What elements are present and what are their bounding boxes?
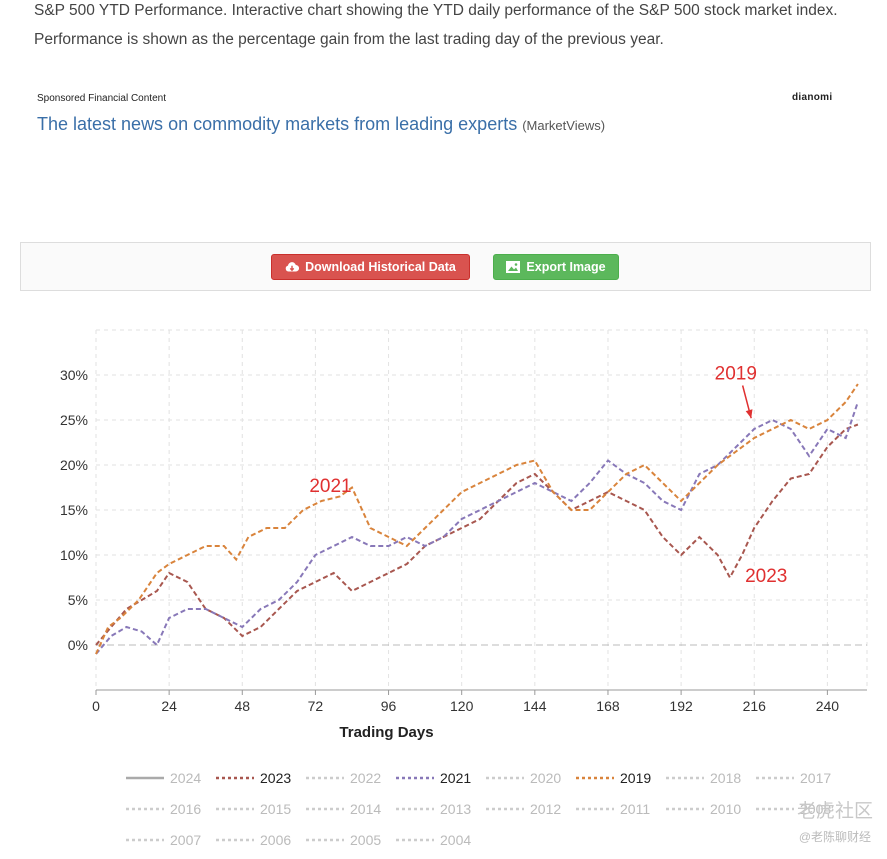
legend-item-2017[interactable]: 2017 [756,770,831,786]
x-tick-label: 120 [450,698,474,714]
series-line-2019 [95,383,859,655]
x-tick-label: 24 [161,698,177,714]
x-tick-label: 72 [308,698,324,714]
news-source: (MarketViews) [522,118,606,133]
x-tick-label: 240 [816,698,840,714]
x-tick-label: 96 [381,698,397,714]
legend-item-2016[interactable]: 2016 [126,801,201,817]
legend-item-2023[interactable]: 2023 [216,770,291,786]
legend-item-2018[interactable]: 2018 [666,770,741,786]
y-tick-label: 15% [60,502,88,518]
legend-label: 2022 [350,770,381,786]
series-line-2021 [95,401,859,655]
chart-toolbar: Download Historical Data Export Image [20,242,871,291]
x-axis-title: Trading Days [339,724,433,741]
legend-item-2019[interactable]: 2019 [576,770,651,786]
legend-label: 2007 [170,832,201,848]
legend-label: 2008 [800,801,831,817]
x-tick-label: 168 [596,698,620,714]
legend-item-2010[interactable]: 2010 [666,801,741,817]
legend-item-2007[interactable]: 2007 [126,832,201,848]
watermark-handle: @老陈聊财经 [798,830,871,844]
legend-label: 2014 [350,801,381,817]
legend-label: 2011 [620,801,650,817]
legend-label: 2015 [260,801,291,817]
legend-item-2020[interactable]: 2020 [486,770,561,786]
image-icon [506,261,521,273]
legend-item-2014[interactable]: 2014 [306,801,381,817]
sponsored-news-link[interactable]: The latest news on commodity markets fro… [37,114,605,135]
series-2019 [95,383,859,655]
y-tick-label: 20% [60,457,88,473]
legend-label: 2023 [260,770,291,786]
x-tick-label: 144 [523,698,547,714]
legend-item-2012[interactable]: 2012 [486,801,561,817]
legend-item-2022[interactable]: 2022 [306,770,381,786]
legend-item-2008[interactable]: 2008 [756,801,831,817]
ytd-performance-chart[interactable]: 0 24 48 72 96 120 144 168 192 216 240 0% 5% 10% 15% 20%… [0,300,887,859]
legend-label: 2005 [350,832,381,848]
y-tick-label: 10% [60,547,88,563]
legend-item-2005[interactable]: 2005 [306,832,381,848]
x-tick-label: 48 [234,698,250,714]
y-tick-label: 0% [68,637,88,653]
download-historical-data-button[interactable]: Download Historical Data [271,254,470,280]
annotation-2023: 2023 [745,566,787,587]
series-2023 [95,423,859,646]
annotation-arrowhead [745,409,753,419]
watermark: 老虎社区 [796,801,873,822]
legend-item-2015[interactable]: 2015 [216,801,291,817]
legend-item-2024[interactable]: 2024 [126,770,201,786]
legend-label: 2013 [440,801,471,817]
legend-label: 2024 [170,770,201,786]
legend-item-2021[interactable]: 2021 [396,770,471,786]
legend-label: 2018 [710,770,741,786]
legend-item-2011[interactable]: 2011 [576,801,650,817]
series-2021 [95,401,859,655]
legend-label: 2017 [800,770,831,786]
legend-label: 2016 [170,801,201,817]
y-tick-label: 25% [60,412,88,428]
legend-label: 2021 [440,770,471,786]
legend-label: 2020 [530,770,561,786]
legend-label: 2012 [530,801,561,817]
news-headline[interactable]: The latest news on commodity markets fro… [37,114,518,134]
legend-item-2004[interactable]: 2004 [396,832,471,848]
download-label: Download Historical Data [305,260,456,274]
legend-label: 2006 [260,832,291,848]
series-line-2023 [95,423,859,646]
dianomi-logo[interactable]: dianomi [792,92,833,103]
x-tick-label: 0 [92,698,100,714]
sponsored-label: Sponsored Financial Content [37,93,166,104]
annotation-2021: 2021 [309,476,351,497]
x-tick-label: 216 [743,698,767,714]
legend-label: 2004 [440,832,471,848]
y-tick-label: 30% [60,367,88,383]
annotation-2019: 2019 [715,364,757,385]
export-label: Export Image [526,260,606,274]
legend-label: 2010 [710,801,741,817]
export-image-button[interactable]: Export Image [493,254,619,280]
y-tick-label: 5% [68,592,88,608]
cloud-download-icon [285,261,300,273]
chart-description: S&P 500 YTD Performance. Interactive cha… [34,2,838,48]
legend-item-2006[interactable]: 2006 [216,832,291,848]
legend-item-2013[interactable]: 2013 [396,801,471,817]
legend-label: 2019 [620,770,651,786]
x-tick-label: 192 [669,698,693,714]
